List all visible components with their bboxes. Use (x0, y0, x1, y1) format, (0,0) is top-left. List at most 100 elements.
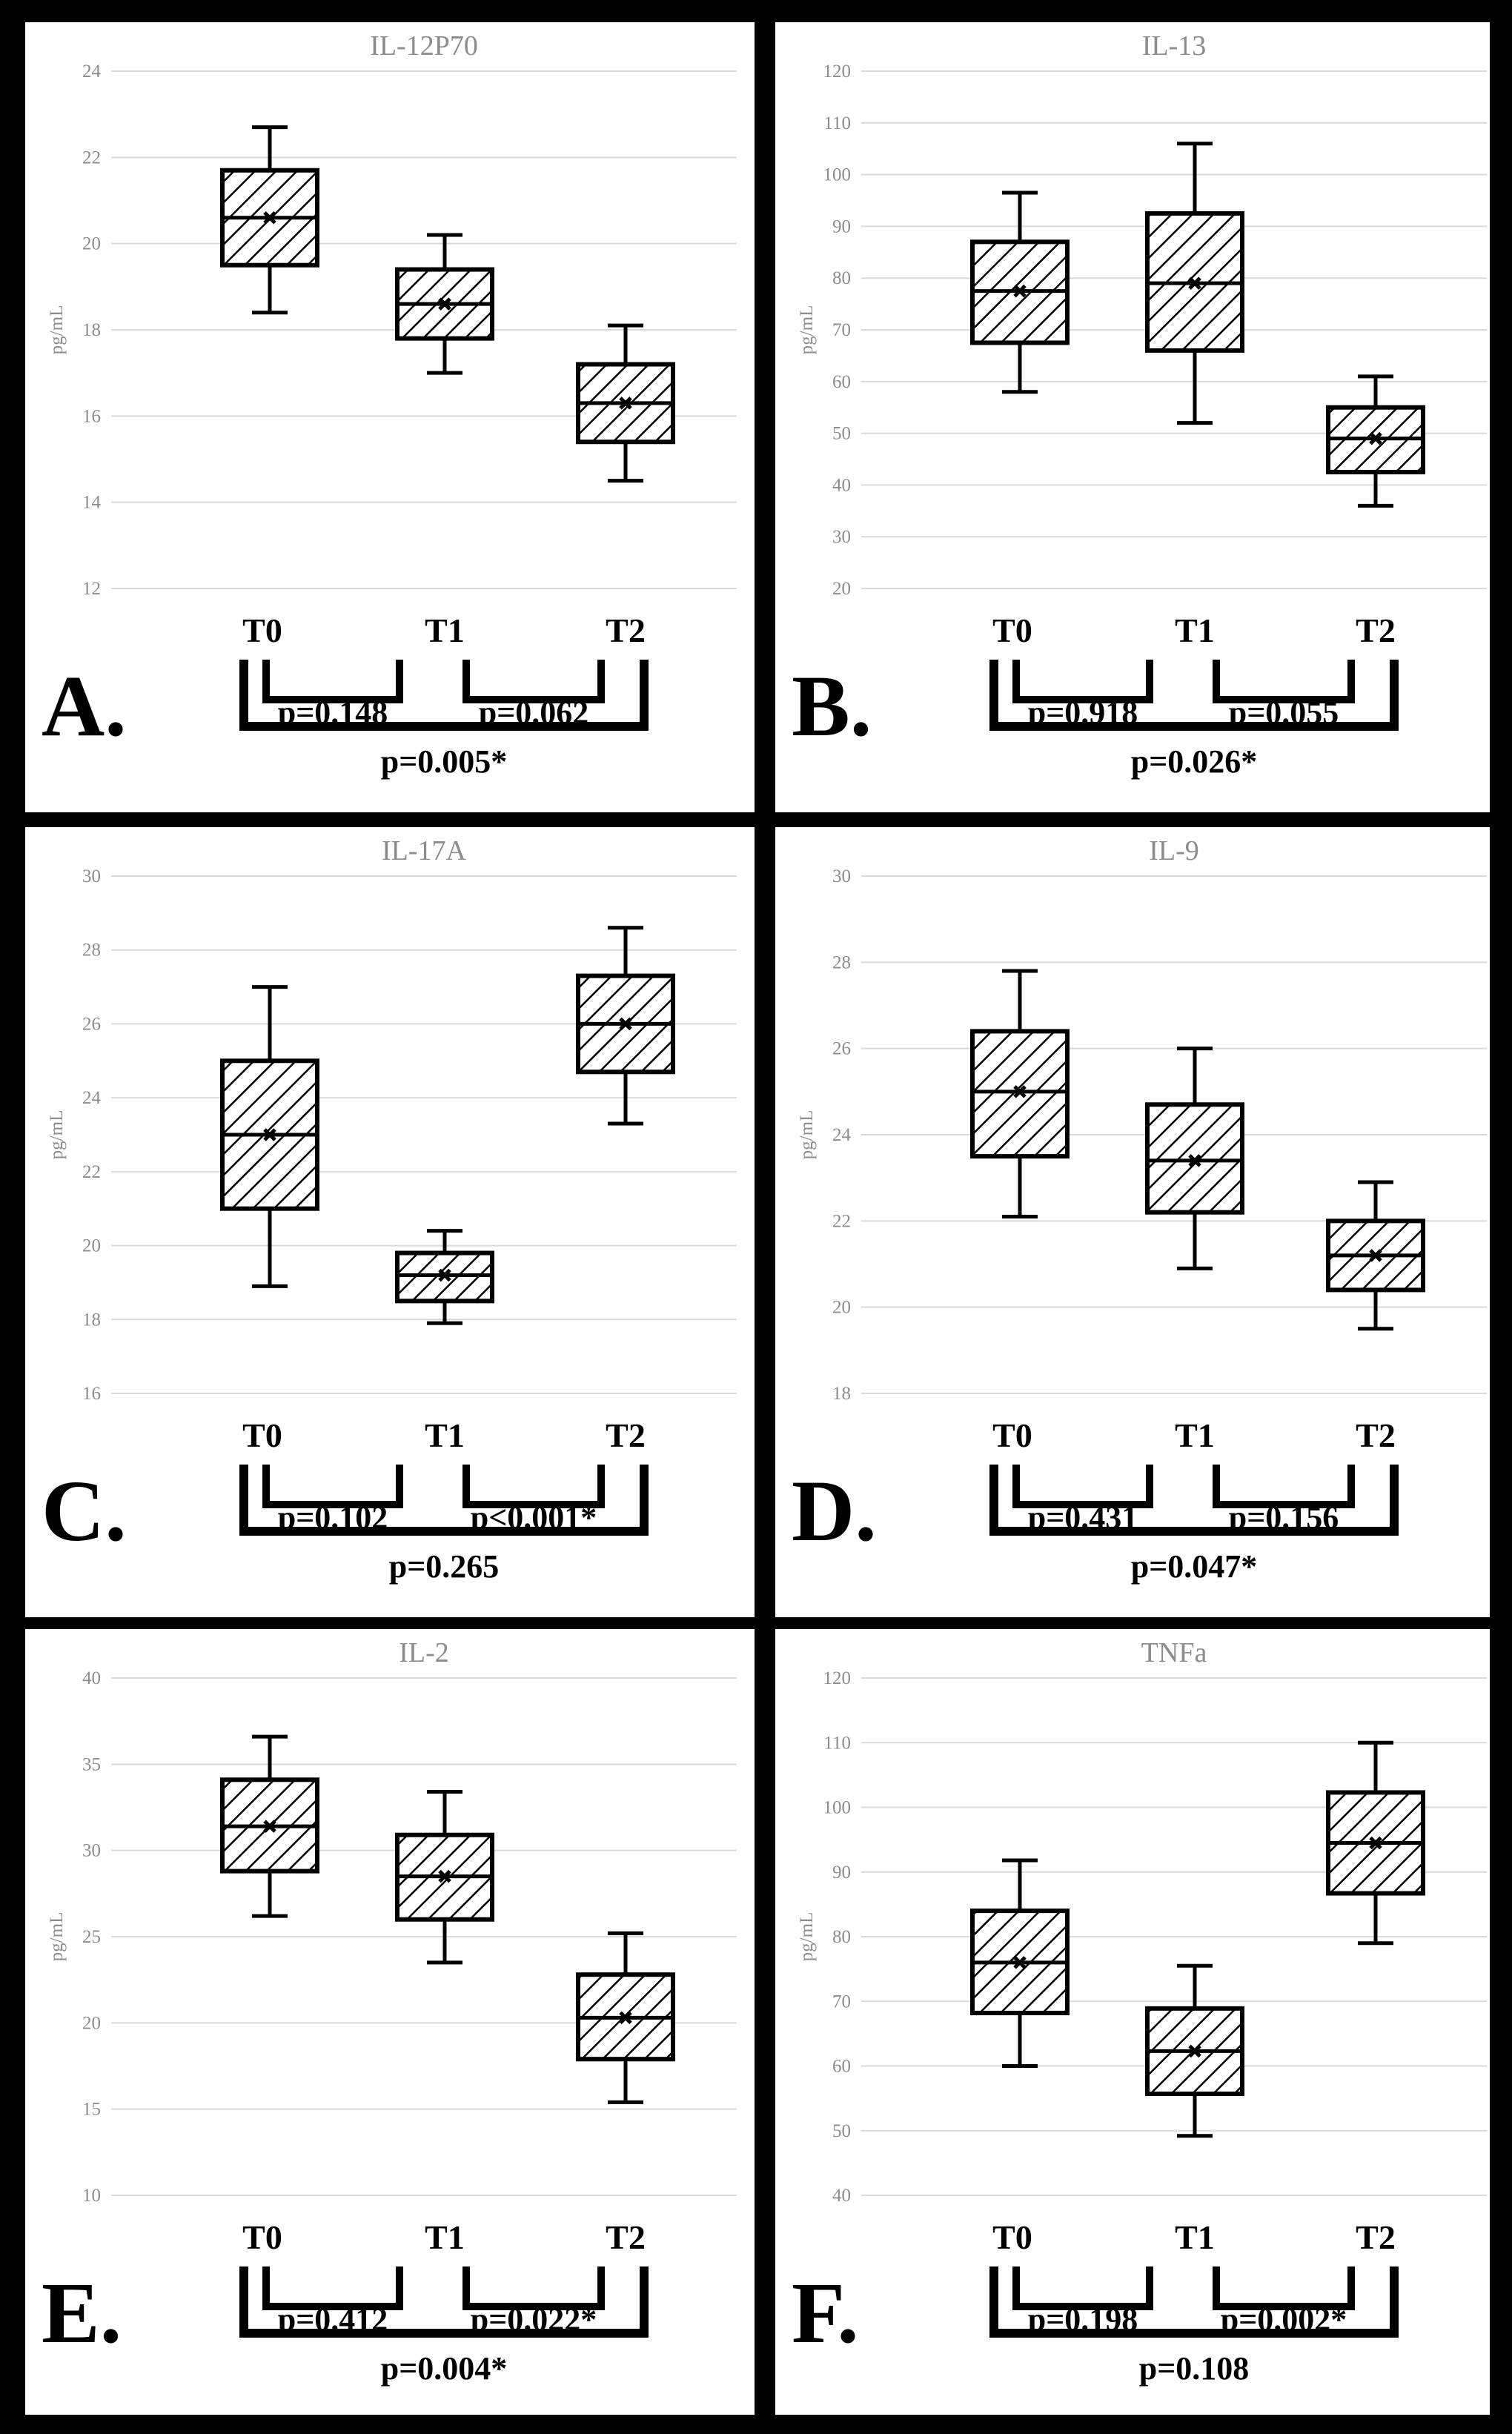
y-tick-label: 60 (832, 372, 851, 392)
chart-panel-4: IL-9 pg/mL 18 20 22 24 26 28 30 T0 T1 T2 p=0.431 p=0.… (775, 827, 1490, 1617)
mean-marker (438, 297, 451, 311)
bracket-T0-T2 (989, 1465, 1399, 1536)
significance-brackets (239, 660, 649, 731)
category-label: T2 (606, 611, 646, 649)
mean-marker (1369, 431, 1382, 445)
category-label: T2 (1356, 611, 1396, 649)
y-tick-label: 20 (832, 1298, 851, 1318)
y-tick-label: 80 (832, 268, 851, 288)
y-tick-label: 60 (832, 2057, 851, 2077)
mean-marker (1188, 276, 1201, 290)
box-T2 (1326, 1740, 1425, 1946)
box-T1 (395, 1790, 494, 1965)
p-value-label: p=0.005* (381, 743, 508, 780)
significance-brackets (989, 1465, 1399, 1536)
y-tick-label: 12 (82, 579, 101, 599)
y-tick-label: 28 (832, 952, 851, 972)
y-tick-label: 30 (82, 1841, 101, 1861)
p-value-label: p=0.148 (278, 694, 388, 731)
box-T1 (395, 233, 494, 375)
y-tick-label: 18 (82, 1310, 101, 1330)
bracket-T0-T1 (262, 660, 403, 703)
chart-svg: IL-17A pg/mL 16 18 20 22 24 26 28 30 T0 T1 T2 p=0.102… (42, 835, 737, 1585)
box-T1 (1145, 1963, 1244, 2138)
y-tick-label: 14 (82, 493, 102, 513)
y-tick-label: 16 (82, 406, 101, 426)
y-axis-label: pg/mL (47, 1110, 67, 1160)
panel-letter: E. (42, 2264, 122, 2361)
y-tick-label: 50 (832, 2121, 851, 2141)
panel-letter: A. (42, 657, 127, 755)
y-tick-label: 90 (832, 1863, 851, 1883)
y-tick-label: 40 (832, 475, 851, 495)
category-label: T2 (1356, 1416, 1396, 1454)
box-T0 (220, 1734, 319, 1918)
box-T1 (395, 1229, 494, 1325)
y-tick-label: 70 (832, 1992, 851, 2012)
p-value-label: p=0.198 (1028, 2301, 1138, 2338)
p-value-label: p=0.047* (1131, 1548, 1258, 1585)
y-tick-label: 18 (82, 320, 101, 340)
y-tick-label: 120 (823, 1668, 852, 1688)
chart-panel-5: IL-2 pg/mL 10 15 20 25 30 35 40 T0 T1 T2 p=0.412 p=0.… (25, 1629, 755, 2415)
p-value-label: p=0.108 (1139, 2350, 1250, 2387)
y-tick-label: 120 (823, 62, 852, 82)
y-tick-label: 110 (823, 1733, 851, 1753)
bracket-T1-T2 (1213, 1465, 1355, 1508)
bracket-T0-T1 (262, 1465, 403, 1508)
category-label: T0 (992, 2218, 1032, 2256)
mean-marker (438, 1869, 451, 1883)
bracket-T0-T1 (1012, 1465, 1153, 1508)
category-label: T1 (425, 1416, 465, 1454)
y-axis-label: pg/mL (797, 1912, 817, 1962)
mean-marker (619, 397, 632, 410)
box-T2 (1326, 374, 1425, 508)
chart-title: IL-12P70 (370, 30, 478, 62)
mean-marker (1188, 1154, 1201, 1167)
p-value-label: p=0.156 (1229, 1499, 1339, 1536)
panel-letter: D. (792, 1462, 877, 1559)
chart-svg: TNFa pg/mL 40 50 60 70 80 90 100 110 120 T0 T1 T2 p=0.… (792, 1637, 1487, 2387)
category-label: T2 (1356, 2218, 1396, 2256)
y-tick-label: 20 (832, 579, 851, 599)
p-value-label: p=0.002* (1221, 2301, 1347, 2338)
y-tick-label: 20 (82, 234, 101, 254)
p-value-label: p=0.055 (1229, 694, 1339, 731)
y-tick-label: 26 (832, 1039, 851, 1059)
bracket-T0-T1 (1012, 660, 1153, 703)
y-tick-label: 40 (82, 1668, 101, 1688)
category-label: T2 (606, 1416, 646, 1454)
bracket-T0-T1 (262, 2266, 403, 2310)
y-tick-label: 24 (82, 62, 102, 82)
y-tick-label: 35 (82, 1754, 101, 1774)
chart-svg: IL-2 pg/mL 10 15 20 25 30 35 40 T0 T1 T2 p=0.412 p=0.… (42, 1637, 737, 2387)
p-value-label: p=0.062 (479, 694, 589, 731)
box-T0 (970, 190, 1070, 394)
mean-marker (1013, 284, 1027, 298)
y-tick-label: 20 (82, 1236, 101, 1256)
bracket-T1-T2 (462, 2266, 605, 2310)
significance-brackets (989, 660, 1399, 731)
category-label: T0 (242, 1416, 282, 1454)
box-T0 (220, 125, 319, 315)
box-T2 (576, 1931, 675, 2104)
p-value-label: p=0.022* (471, 2301, 597, 2338)
bracket-T0-T2 (989, 2266, 1399, 2338)
category-label: T1 (1175, 611, 1215, 649)
y-tick-label: 22 (832, 1211, 851, 1231)
bracket-T0-T2 (239, 660, 649, 731)
y-tick-label: 100 (823, 165, 852, 185)
chart-svg: IL-13 pg/mL 20 30 40 50 60 70 80 90 100 110 120 T0 T1 T… (792, 30, 1487, 780)
p-value-label: p<0.001* (471, 1499, 597, 1536)
bracket-T0-T1 (1012, 2266, 1153, 2310)
category-label: T0 (242, 611, 282, 649)
y-tick-label: 70 (832, 320, 851, 340)
y-tick-label: 16 (82, 1384, 101, 1404)
p-value-label: p=0.026* (1131, 743, 1258, 780)
mean-marker (263, 210, 276, 225)
y-tick-label: 80 (832, 1927, 851, 1947)
y-tick-label: 24 (832, 1125, 852, 1145)
y-tick-label: 100 (823, 1798, 852, 1818)
chart-svg: IL-12P70 pg/mL 12 14 16 18 20 22 24 T0 T1 T2 p=0.148… (42, 30, 737, 780)
